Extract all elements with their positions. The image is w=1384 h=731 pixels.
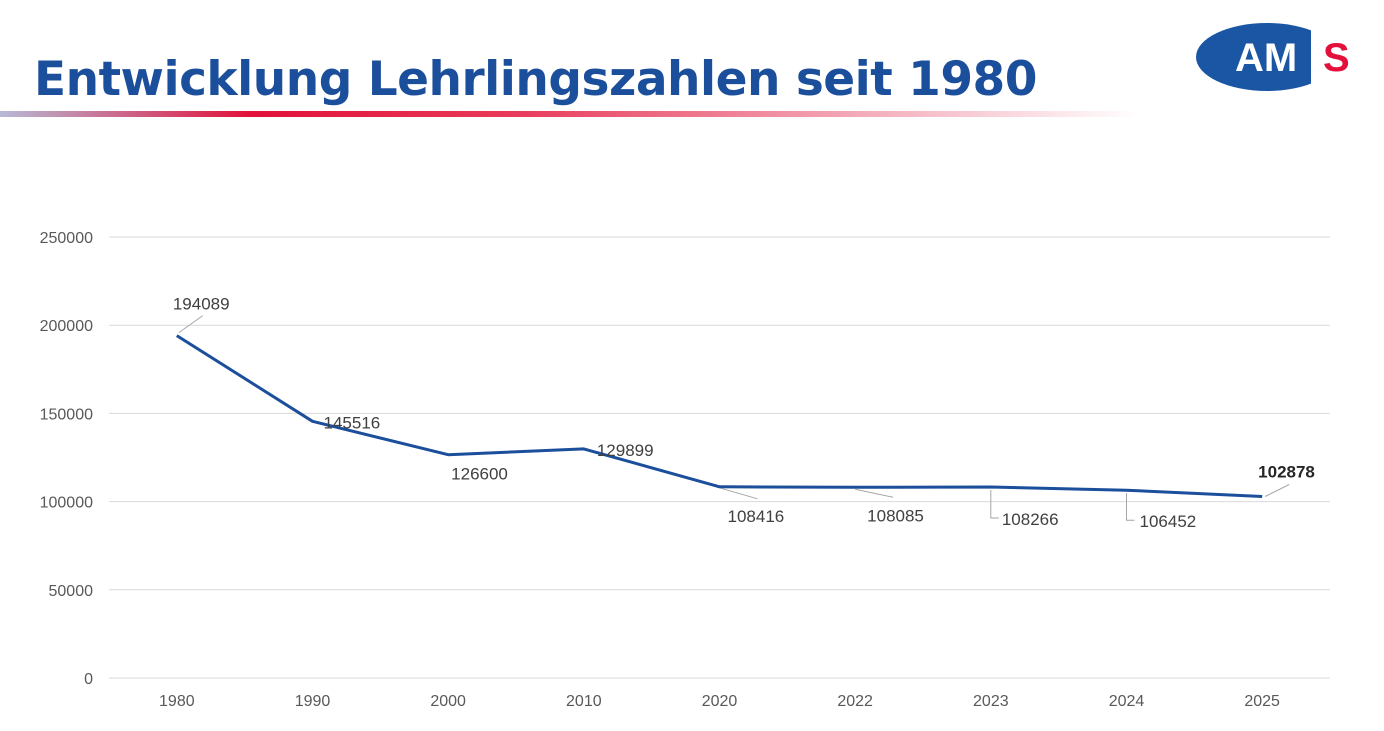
y-tick-label: 200000 (40, 318, 93, 335)
y-tick-label: 250000 (40, 230, 93, 247)
logo-letters-am: AM (1235, 36, 1297, 80)
label-leader-line (855, 488, 894, 498)
x-tick-label: 2025 (1244, 693, 1280, 710)
ams-logo: AM S (1196, 23, 1363, 91)
data-label: 106452 (1140, 512, 1197, 531)
gridlines (109, 236, 1330, 679)
logo-letter-s: S (1323, 36, 1350, 80)
y-tick-label: 100000 (40, 495, 93, 512)
label-leaders (178, 315, 1290, 521)
x-tick-label: 2010 (566, 693, 602, 710)
label-leader-line (1264, 484, 1290, 497)
x-tick-label: 2022 (837, 693, 873, 710)
data-label: 126600 (451, 465, 508, 484)
label-leader-line (1126, 493, 1135, 521)
x-tick-label: 2020 (702, 693, 738, 710)
data-label: 108266 (1002, 510, 1059, 529)
data-label: 145516 (324, 413, 381, 432)
data-label: 108085 (867, 506, 924, 525)
data-label: 194089 (173, 295, 230, 314)
data-label: 102878 (1258, 463, 1315, 482)
label-leader-line (178, 315, 204, 334)
data-label: 129899 (597, 441, 654, 460)
x-tick-label: 2000 (430, 693, 466, 710)
x-axis-ticks: 1980 1990 2000 2010 2020 2022 2023 2024 2025 (159, 693, 1280, 710)
x-tick-label: 2023 (973, 693, 1009, 710)
y-tick-label: 150000 (40, 406, 93, 423)
y-tick-label: 50000 (49, 583, 94, 600)
logo-ellipse (1196, 23, 1338, 91)
title-underline (0, 111, 1140, 117)
y-tick-label: 0 (84, 671, 93, 688)
label-leader-line (719, 487, 758, 500)
y-axis-ticks: 0 50000 100000 150000 200000 250000 (40, 230, 93, 688)
data-labels: 194089 145516 126600 129899 108416 108085 1082… (173, 295, 1315, 532)
x-tick-label: 1990 (295, 693, 331, 710)
label-leader-line (990, 490, 999, 519)
series-line (175, 334, 1263, 498)
page-title: Entwicklung Lehrlingszahlen seit 1980 (34, 52, 1037, 107)
x-tick-label: 2024 (1109, 693, 1145, 710)
data-label: 108416 (728, 507, 785, 526)
logo-white-box (1311, 25, 1363, 91)
x-tick-label: 1980 (159, 693, 195, 710)
